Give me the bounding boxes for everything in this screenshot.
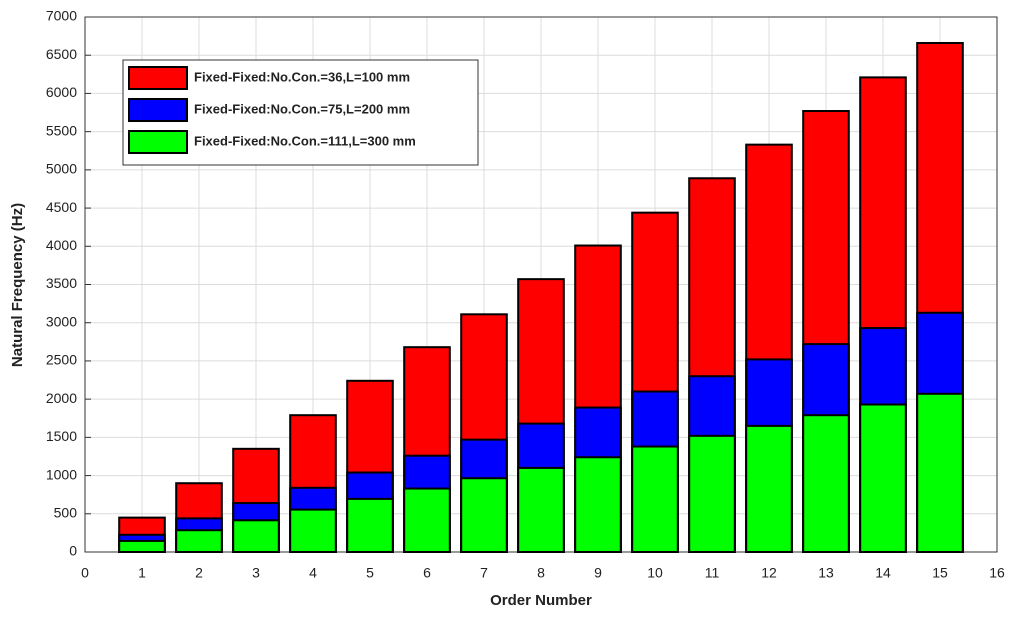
bar — [118, 539, 166, 553]
y-axis-label: Natural Frequency (Hz) — [9, 203, 26, 367]
x-tick-label: 8 — [537, 565, 545, 581]
bar — [802, 414, 850, 554]
y-tick-label: 0 — [69, 543, 77, 559]
x-tick-label: 11 — [705, 565, 720, 581]
x-tick-label: 4 — [309, 565, 317, 581]
x-tick-label: 3 — [252, 565, 260, 581]
bar — [232, 519, 280, 554]
y-tick-label: 4500 — [46, 199, 77, 215]
y-tick-label: 1000 — [46, 466, 77, 482]
bar — [289, 508, 337, 554]
y-tick-label: 4000 — [46, 237, 77, 253]
bar — [631, 445, 679, 553]
bar — [403, 487, 451, 554]
x-tick-label: 2 — [195, 565, 203, 581]
y-tick-label: 3500 — [46, 275, 77, 291]
y-tick-label: 7000 — [46, 8, 77, 24]
x-tick-label: 10 — [647, 565, 663, 581]
x-tick-label: 9 — [594, 565, 602, 581]
bar — [517, 466, 565, 553]
x-tick-label: 5 — [366, 565, 374, 581]
legend: Fixed-Fixed:No.Con.=36,L=100 mm Fixed-Fix… — [122, 59, 479, 166]
x-axis-label: Order Number — [490, 592, 592, 609]
bar — [688, 434, 736, 554]
y-tick-label: 6500 — [46, 46, 77, 62]
y-tick-label: 3000 — [46, 313, 77, 329]
bar — [859, 403, 907, 553]
bar — [175, 529, 223, 553]
y-tick-label: 2000 — [46, 390, 77, 406]
legend-swatch — [128, 130, 188, 154]
legend-swatch — [128, 98, 188, 122]
y-tick-label: 5500 — [46, 122, 77, 138]
y-tick-label: 500 — [54, 504, 78, 520]
x-tick-label: 12 — [761, 565, 777, 581]
x-tick-label: 7 — [480, 565, 488, 581]
x-tick-label: 13 — [818, 565, 834, 581]
bar — [916, 392, 964, 553]
bar — [346, 497, 394, 553]
bar — [574, 456, 622, 554]
y-tick-label: 2500 — [46, 352, 77, 368]
y-tick-label: 5000 — [46, 161, 77, 177]
y-tick-label: 1500 — [46, 428, 77, 444]
x-tick-label: 1 — [138, 565, 146, 581]
bar — [460, 477, 508, 553]
legend-label: Fixed-Fixed:No.Con.=75,L=200 mm — [194, 101, 410, 116]
bar — [745, 424, 793, 553]
legend-swatch — [128, 66, 188, 90]
x-tick-label: 14 — [875, 565, 891, 581]
y-tick-label: 6000 — [46, 84, 77, 100]
x-tick-label: 16 — [989, 565, 1005, 581]
x-tick-label: 6 — [423, 565, 431, 581]
x-tick-label: 0 — [81, 565, 89, 581]
x-tick-label: 15 — [932, 565, 948, 581]
legend-label: Fixed-Fixed:No.Con.=36,L=100 mm — [194, 69, 410, 84]
legend-label: Fixed-Fixed:No.Con.=111,L=300 mm — [194, 133, 416, 148]
